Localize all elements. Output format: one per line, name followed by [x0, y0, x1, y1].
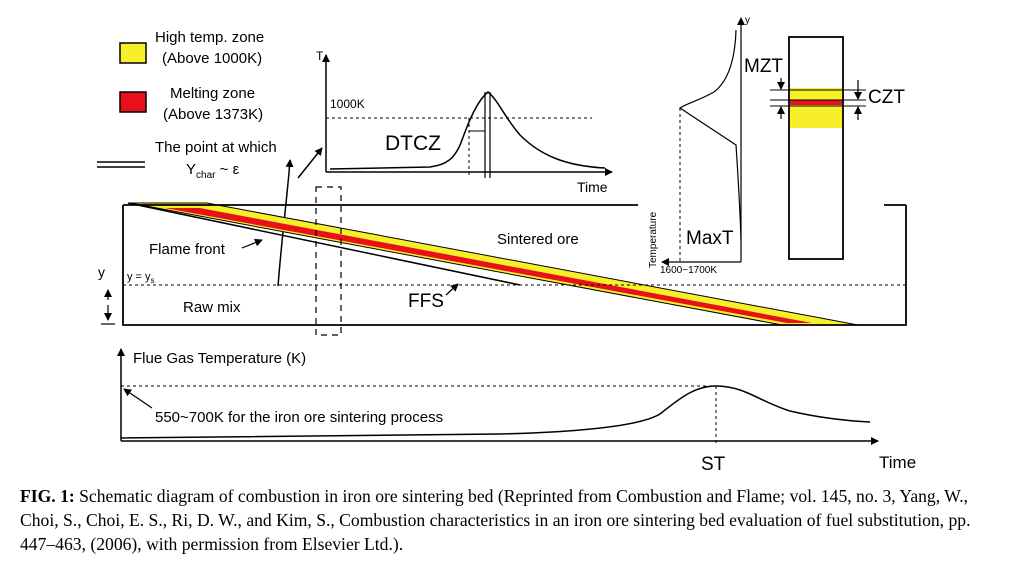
st-label: ST	[701, 454, 726, 475]
inset-graph: T Time 1000K DTCZ	[316, 49, 613, 195]
legend-melting-range: (Above 1373K)	[163, 106, 263, 123]
legend-swatch-high-temp	[119, 42, 147, 64]
sampling-window	[315, 186, 342, 336]
profile-melting-band	[790, 100, 842, 105]
caption-label: FIG. 1:	[20, 486, 75, 506]
raw-mix-label: Raw mix	[183, 299, 241, 316]
temperature-range-label: 1600~1700K	[660, 265, 717, 276]
pointer-to-inset	[297, 147, 323, 179]
inset-y-axis-label: T	[316, 49, 324, 63]
mzt-label: MZT	[744, 56, 783, 77]
inset-temperature-curve	[329, 91, 606, 170]
legend-point-label: The point at which	[155, 139, 277, 156]
legend: High temp. zone (Above 1000K) Melting zo…	[97, 29, 277, 181]
legend-high-temp-range: (Above 1000K)	[162, 50, 262, 67]
legend-point-y: Ychar ~ ε	[186, 161, 240, 181]
legend-swatch-melting	[119, 91, 147, 113]
flame-front-line	[127, 202, 521, 286]
ffs-arrow	[445, 283, 459, 296]
flue-x-axis-label: Time	[879, 453, 916, 472]
flame-front-arrow	[241, 238, 263, 249]
profile-high-temp-band-bottom	[790, 105, 842, 128]
flue-note-arrow	[123, 388, 153, 409]
y-equation: y = ys	[127, 271, 155, 285]
maxt-label: MaxT	[686, 228, 734, 249]
sintering-diagram: High temp. zone (Above 1000K) Melting zo…	[97, 15, 916, 475]
flue-temperature-curve	[120, 385, 871, 439]
vertical-profile: y Temperature MaxT 1600~1700K MZT CZT	[648, 15, 905, 276]
inset-ref-value: 1000K	[330, 97, 365, 111]
profile-column	[788, 36, 844, 260]
legend-melting-label: Melting zone	[170, 85, 255, 102]
figure-caption: FIG. 1: Schematic diagram of combustion …	[20, 484, 1005, 556]
flue-note: 550~700K for the iron ore sintering proc…	[155, 409, 443, 426]
y-axis-label: y	[98, 264, 105, 280]
profile-y-axis-label: y	[745, 15, 750, 26]
melting-zone	[165, 208, 812, 323]
pointer-curve	[277, 159, 294, 287]
profile-curve	[678, 29, 742, 241]
inset-x-axis-label: Time	[577, 179, 608, 195]
flue-title: Flue Gas Temperature (K)	[133, 350, 306, 367]
profile-high-temp-band-top	[790, 88, 842, 100]
flame-front-label: Flame front	[149, 241, 226, 258]
czt-label: CZT	[868, 87, 905, 108]
ffs-label: FFS	[408, 291, 444, 312]
caption-text: Schematic diagram of combustion in iron …	[20, 486, 971, 554]
inset-dtcz-label: DTCZ	[385, 132, 441, 155]
sintered-ore-label: Sintered ore	[497, 231, 579, 248]
flue-gas-graph: Flue Gas Temperature (K) 550~700K for th…	[117, 348, 916, 475]
profile-temperature-label: Temperature	[648, 211, 659, 268]
legend-high-temp-label: High temp. zone	[155, 29, 264, 46]
sintering-bed: Flame front Sintered ore Raw mix FFS y y…	[98, 186, 907, 336]
bed-outline	[122, 205, 907, 326]
